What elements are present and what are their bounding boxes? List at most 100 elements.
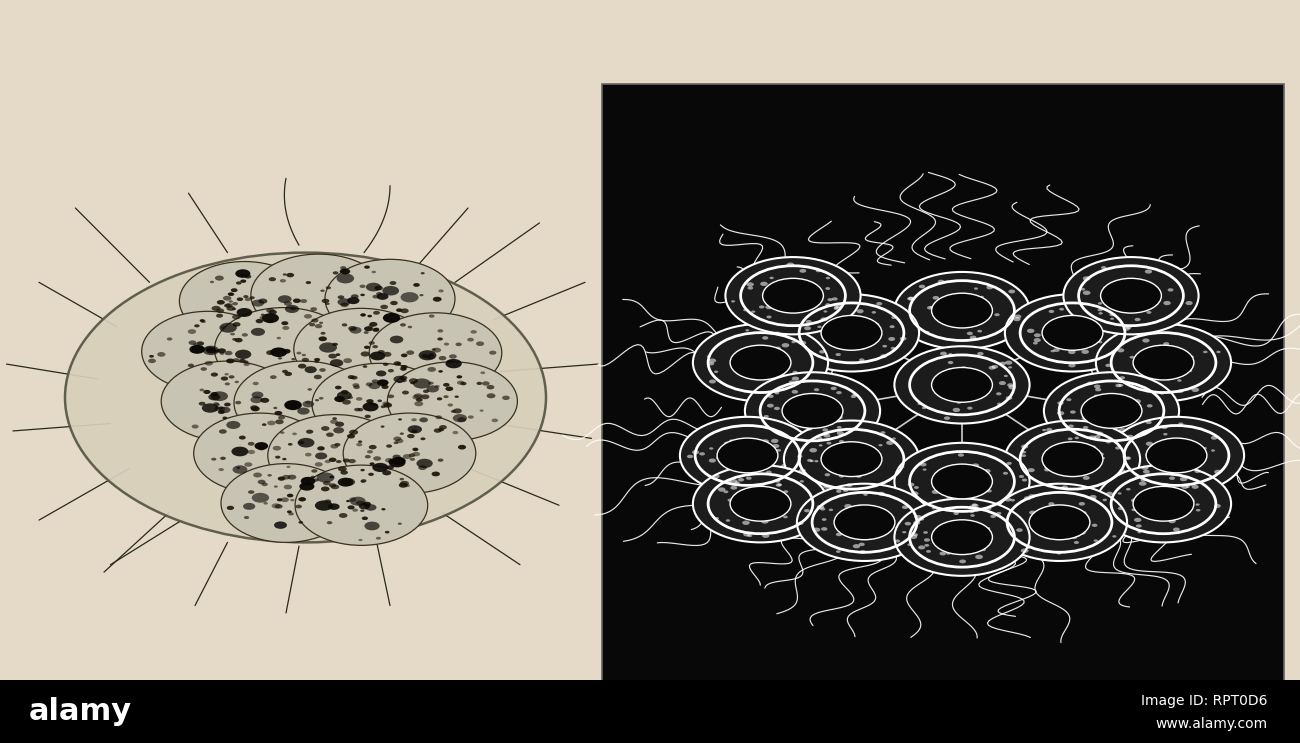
Ellipse shape (1098, 338, 1102, 341)
Ellipse shape (426, 356, 430, 358)
Ellipse shape (807, 459, 812, 462)
Ellipse shape (326, 521, 333, 525)
Ellipse shape (260, 398, 269, 403)
Ellipse shape (400, 292, 419, 302)
Ellipse shape (311, 476, 316, 478)
Ellipse shape (300, 477, 316, 485)
Ellipse shape (1173, 528, 1180, 531)
Ellipse shape (250, 405, 259, 410)
Ellipse shape (214, 308, 352, 391)
Ellipse shape (775, 392, 780, 395)
Text: www.alamy.com: www.alamy.com (1156, 717, 1268, 731)
Ellipse shape (975, 555, 983, 559)
Ellipse shape (295, 465, 428, 545)
Ellipse shape (798, 522, 803, 525)
Ellipse shape (894, 499, 1030, 576)
Ellipse shape (836, 490, 841, 493)
Ellipse shape (433, 296, 442, 302)
Ellipse shape (1102, 499, 1108, 502)
Ellipse shape (420, 294, 424, 296)
Ellipse shape (1043, 429, 1047, 431)
Ellipse shape (909, 296, 915, 300)
Ellipse shape (1135, 318, 1140, 321)
Ellipse shape (1143, 338, 1149, 343)
Ellipse shape (894, 346, 1030, 424)
Ellipse shape (1008, 366, 1013, 369)
Ellipse shape (338, 298, 351, 305)
Ellipse shape (793, 371, 798, 374)
Ellipse shape (1132, 363, 1140, 367)
Ellipse shape (930, 306, 935, 308)
Ellipse shape (360, 314, 365, 317)
Ellipse shape (432, 348, 436, 351)
Ellipse shape (1147, 404, 1153, 407)
Ellipse shape (853, 393, 857, 396)
Ellipse shape (434, 429, 442, 432)
Ellipse shape (1164, 342, 1169, 345)
Ellipse shape (806, 426, 812, 430)
Ellipse shape (363, 402, 378, 412)
Ellipse shape (356, 443, 363, 447)
Ellipse shape (343, 458, 350, 463)
Ellipse shape (1110, 318, 1114, 320)
Ellipse shape (1101, 279, 1161, 313)
Ellipse shape (224, 304, 231, 308)
Ellipse shape (298, 441, 304, 444)
Ellipse shape (1069, 363, 1075, 368)
Ellipse shape (781, 343, 789, 348)
Ellipse shape (708, 380, 716, 383)
Ellipse shape (836, 416, 840, 419)
Ellipse shape (413, 378, 430, 389)
Ellipse shape (229, 293, 234, 296)
Ellipse shape (376, 536, 381, 539)
Ellipse shape (231, 308, 237, 311)
Ellipse shape (385, 458, 394, 463)
Ellipse shape (142, 311, 274, 392)
Ellipse shape (762, 533, 770, 538)
Ellipse shape (876, 462, 880, 464)
Ellipse shape (274, 411, 282, 415)
Ellipse shape (347, 297, 360, 304)
Ellipse shape (244, 360, 248, 363)
Ellipse shape (879, 444, 883, 447)
Ellipse shape (194, 343, 198, 345)
Ellipse shape (412, 395, 421, 400)
Ellipse shape (248, 490, 255, 494)
Ellipse shape (486, 385, 494, 389)
Ellipse shape (953, 512, 959, 515)
Ellipse shape (320, 290, 325, 292)
Ellipse shape (985, 489, 992, 493)
Ellipse shape (992, 365, 998, 369)
Ellipse shape (1060, 308, 1065, 311)
Ellipse shape (1009, 385, 1017, 389)
Ellipse shape (315, 358, 320, 361)
Ellipse shape (998, 381, 1006, 385)
Ellipse shape (693, 465, 828, 542)
Ellipse shape (325, 460, 330, 463)
Ellipse shape (985, 507, 992, 510)
Ellipse shape (251, 396, 263, 403)
Ellipse shape (257, 447, 265, 450)
Ellipse shape (745, 372, 880, 450)
Ellipse shape (274, 522, 287, 529)
Ellipse shape (489, 351, 497, 354)
Ellipse shape (1057, 411, 1065, 415)
Ellipse shape (812, 528, 820, 532)
Ellipse shape (863, 493, 867, 496)
Ellipse shape (1027, 328, 1035, 333)
Ellipse shape (411, 429, 417, 433)
Ellipse shape (1169, 519, 1175, 523)
Ellipse shape (218, 429, 226, 434)
Ellipse shape (1096, 432, 1104, 435)
Ellipse shape (274, 485, 278, 487)
Ellipse shape (419, 465, 426, 470)
Ellipse shape (1117, 348, 1124, 352)
Ellipse shape (858, 504, 862, 507)
Ellipse shape (742, 521, 750, 525)
Ellipse shape (883, 345, 887, 348)
Ellipse shape (837, 426, 841, 429)
Ellipse shape (278, 476, 285, 481)
Ellipse shape (822, 442, 881, 476)
Ellipse shape (391, 457, 406, 465)
Ellipse shape (1147, 438, 1206, 473)
